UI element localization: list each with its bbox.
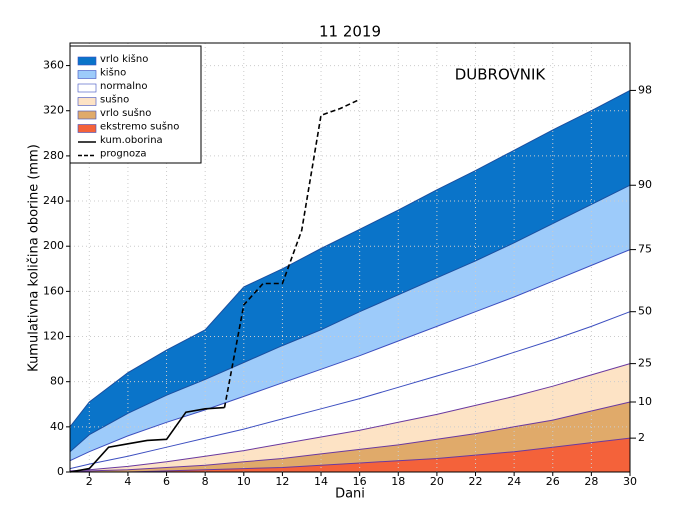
legend-swatch [77,70,97,79]
y-tick-label: 200 [43,239,64,252]
x-tick-label: 14 [314,475,328,488]
percentile-label: 50 [638,305,652,318]
band-fill [70,311,630,471]
legend-label: vrlo kišno [100,53,148,65]
y-tick-label: 40 [50,420,64,433]
percentile-label: 10 [638,395,652,408]
percentile-label: 90 [638,178,652,191]
percentile-curve [70,437,631,473]
percentile-curve [69,184,631,453]
y-tick-label: 280 [43,149,64,162]
x-tick-label: 30 [623,475,637,488]
legend-swatch [77,97,97,106]
x-tick-label: 2 [86,475,93,488]
x-tick-label: 16 [353,475,367,488]
y-tick-label: 320 [43,104,64,117]
x-tick-label: 28 [584,475,598,488]
x-tick-label: 12 [275,475,289,488]
percentile-label: 25 [638,357,652,370]
legend-label: sušno [100,94,129,106]
x-tick-label: 24 [507,475,521,488]
band-fill [70,249,630,469]
station-name: DUBROVNIK [455,66,547,84]
percentile-curve [69,363,631,472]
band-fill [70,438,630,472]
percentile-curve [69,311,631,470]
x-tick-label: 4 [124,475,131,488]
y-axis-label: Kumulativna količina oborine (mm) [27,144,42,372]
legend-swatch [77,110,97,120]
y-tick-label: 80 [50,375,64,388]
plot-frame [69,42,631,473]
percentile-curve [69,249,631,462]
legend-swatch [77,56,97,66]
legend-label: ekstremo sušno [100,121,179,133]
legend-label: kum.oborina [100,135,163,146]
x-tick-label: 6 [163,475,170,488]
precip-line [223,98,361,408]
x-tick-label: 22 [469,475,483,488]
precip-line [69,406,225,473]
x-tick-label: 26 [546,475,560,488]
band-fill [70,402,630,472]
band-fill [70,90,630,452]
percentile-curve [69,401,631,473]
y-tick-label: 240 [43,194,64,207]
y-tick-label: 160 [43,284,64,297]
x-tick-label: 18 [391,475,405,488]
y-tick-label: 360 [43,59,64,72]
legend-swatch [77,83,97,93]
x-tick-label: 10 [237,475,251,488]
chart-title: 11 2019 [319,23,381,41]
legend-label: normalno [100,81,148,92]
legend-swatch [77,124,97,133]
percentile-label: 2 [638,431,645,444]
y-tick-label: 0 [57,465,64,478]
percentile-label: 98 [638,83,652,96]
x-axis-label: Dani [335,487,365,502]
percentile-curve [69,89,631,428]
legend-label: prognoza [100,149,147,160]
percentile-label: 75 [638,243,652,256]
x-tick-label: 8 [202,475,209,488]
y-tick-label: 120 [43,330,64,343]
legend-label: kišno [100,67,126,79]
x-tick-label: 20 [430,475,444,488]
band-fill [70,185,630,461]
legend-label: vrlo sušno [100,107,151,119]
